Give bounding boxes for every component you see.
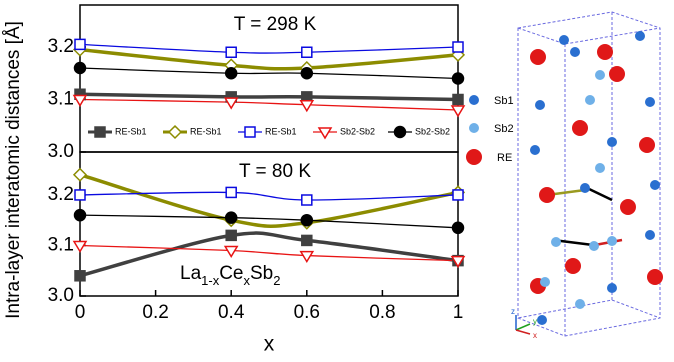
marker bbox=[226, 47, 236, 57]
formula-part: Ce bbox=[219, 263, 243, 284]
marker bbox=[452, 106, 464, 116]
legend-label: RE-Sb1 bbox=[190, 126, 222, 136]
legend-label: Sb1 bbox=[494, 95, 514, 107]
legend-label: RE-Sb1 bbox=[115, 126, 147, 136]
legend-marker bbox=[169, 126, 181, 138]
marker bbox=[226, 212, 237, 223]
marker bbox=[225, 247, 237, 257]
series-line bbox=[80, 94, 458, 99]
legend-label: Sb2-Sb2 bbox=[340, 126, 375, 136]
marker bbox=[75, 190, 85, 200]
x-tick-label: 0.2 bbox=[142, 302, 168, 323]
annotation: T = 298 K bbox=[234, 14, 317, 35]
bond bbox=[587, 188, 612, 200]
marker bbox=[453, 73, 464, 84]
series-line bbox=[80, 192, 458, 200]
x-tick-label: 0.6 bbox=[294, 302, 320, 323]
y-tick-label: 3.0 bbox=[48, 285, 74, 306]
marker bbox=[226, 230, 236, 240]
x-tick-label: 0.4 bbox=[218, 302, 245, 323]
formula-part: 1-x bbox=[201, 273, 220, 288]
axis-label: x bbox=[533, 331, 537, 340]
formula-part: La bbox=[180, 263, 202, 284]
marker bbox=[302, 47, 312, 57]
marker bbox=[226, 187, 236, 197]
marker bbox=[74, 169, 86, 181]
marker bbox=[74, 96, 86, 106]
y-tick-label: 3.2 bbox=[48, 184, 74, 205]
series-line bbox=[80, 100, 458, 111]
marker bbox=[301, 68, 312, 79]
formula-part: Sb bbox=[250, 263, 273, 284]
y-tick-label: 3.2 bbox=[48, 36, 74, 57]
crystal-structure: z y x Sb1 Sb2 RE bbox=[466, 12, 663, 340]
legend-swatch bbox=[466, 149, 482, 165]
marker bbox=[74, 241, 86, 251]
y-tick-label: 3.0 bbox=[48, 141, 74, 162]
marker bbox=[75, 271, 85, 281]
marker bbox=[453, 95, 463, 105]
marker bbox=[75, 39, 85, 49]
marker bbox=[302, 195, 312, 205]
marker bbox=[453, 42, 463, 52]
legend-marker bbox=[95, 127, 105, 137]
figure: Intra-layer interatomic distances [Å] x bbox=[0, 0, 674, 362]
formula: La1-xCexSb2 bbox=[180, 263, 280, 288]
legend-label: RE-Sb1 bbox=[265, 126, 297, 136]
marker bbox=[225, 98, 237, 108]
x-axis-label: x bbox=[264, 333, 275, 356]
legend-marker bbox=[245, 127, 255, 137]
annotation: T = 80 K bbox=[239, 161, 311, 182]
legend-label: RE bbox=[497, 152, 512, 164]
legend-marker bbox=[395, 127, 406, 138]
marker bbox=[453, 222, 464, 233]
axis-label: y bbox=[533, 317, 537, 326]
legend-swatch bbox=[469, 123, 479, 133]
x-tick-label: 0 bbox=[75, 302, 86, 323]
y-tick-label: 3.1 bbox=[48, 234, 74, 255]
marker bbox=[301, 252, 313, 262]
legend-label: Sb2 bbox=[494, 123, 514, 135]
marker bbox=[75, 63, 86, 74]
marker bbox=[75, 210, 86, 221]
formula-part: 2 bbox=[273, 273, 280, 288]
x-tick-label: 1 bbox=[453, 302, 464, 323]
legend-marker bbox=[319, 128, 331, 138]
marker bbox=[302, 235, 312, 245]
y-tick-label: 3.1 bbox=[48, 89, 74, 110]
axis-label: z bbox=[511, 307, 515, 316]
marker bbox=[226, 68, 237, 79]
atoms bbox=[530, 31, 663, 325]
y-axis-label: Intra-layer interatomic distances [Å] bbox=[3, 21, 24, 319]
series-line bbox=[80, 44, 458, 53]
marker bbox=[301, 215, 312, 226]
legend-label: Sb2-Sb2 bbox=[415, 126, 450, 136]
marker bbox=[301, 101, 313, 111]
legend-swatch bbox=[469, 95, 479, 105]
marker bbox=[453, 190, 463, 200]
x-tick-label: 0.8 bbox=[369, 302, 395, 323]
